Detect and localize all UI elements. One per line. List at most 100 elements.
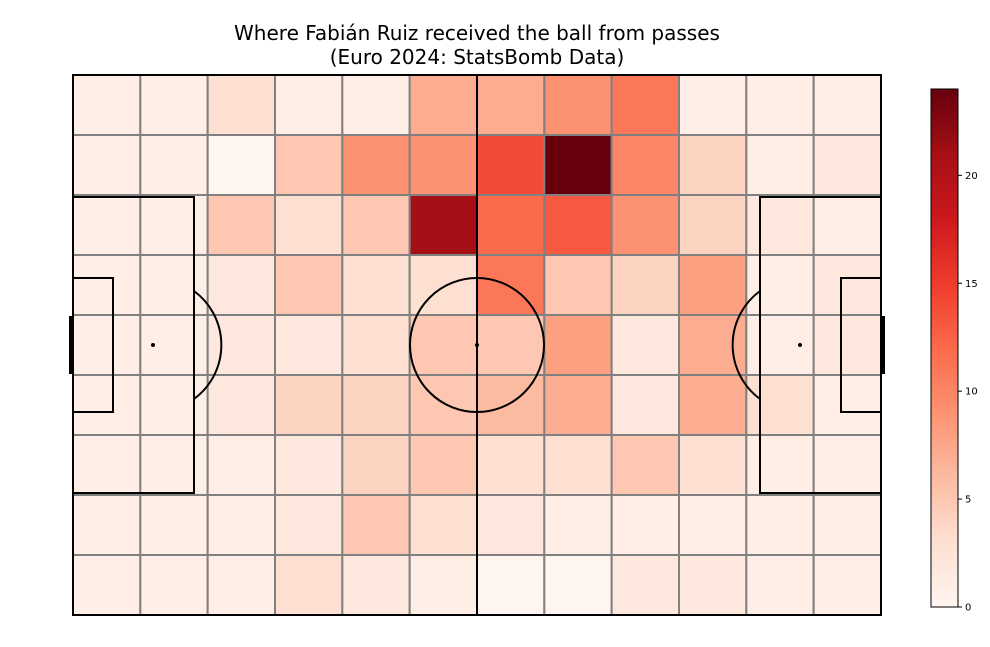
heatmap-cell: [678, 374, 748, 436]
left-penalty-spot: [151, 343, 155, 347]
heatmap-cell: [543, 254, 613, 316]
heatmap-cell: [408, 434, 478, 496]
heatmap-cell: [274, 494, 344, 556]
heatmap-cell: [274, 374, 344, 436]
left-penalty-arc: [193, 290, 223, 400]
heatmap-cell: [812, 194, 883, 256]
heatmap-cell: [274, 434, 344, 496]
heatmap-cell: [139, 254, 209, 316]
heatmap-cells: [72, 74, 883, 616]
heatmap-cell: [408, 314, 478, 376]
heatmap-cell: [139, 74, 209, 136]
heatmap-cell: [206, 74, 277, 136]
heatmap-cell: [274, 194, 344, 256]
colorbar-tick-label: 20: [965, 171, 978, 182]
heatmap-cell: [72, 254, 142, 316]
heatmap-cell: [206, 194, 277, 256]
heatmap-cell: [678, 434, 748, 496]
heatmap-cell: [543, 374, 613, 436]
center-circle: [409, 277, 545, 413]
heatmap-cell: [139, 314, 209, 376]
heatmap-cell: [610, 134, 681, 196]
heatmap-cell: [543, 194, 613, 256]
center-spot: [475, 343, 479, 347]
heatmap-cell: [274, 134, 344, 196]
heatmap-cell: [543, 314, 613, 376]
heatmap-cell: [610, 494, 681, 556]
heatmap-cell: [72, 314, 142, 376]
heatmap-cell: [745, 74, 815, 136]
heatmap-cell: [678, 134, 748, 196]
colorbar: [930, 88, 959, 608]
heatmap-cell: [274, 254, 344, 316]
heatmap-cell: [206, 374, 277, 436]
heatmap-cell: [408, 74, 478, 136]
heatmap-cell: [476, 554, 546, 616]
heatmap-cell: [139, 134, 209, 196]
heatmap-cell: [341, 194, 411, 256]
heatmap-cell: [543, 434, 613, 496]
heatmap-cell: [745, 554, 815, 616]
heatmap-cell: [139, 554, 209, 616]
heatmap-cell: [139, 494, 209, 556]
heatmap-cell: [812, 494, 883, 556]
colorbar-tick-label: 10: [965, 387, 978, 398]
heatmap-cell: [72, 434, 142, 496]
heatmap-cell: [610, 554, 681, 616]
heatmap-cell: [408, 494, 478, 556]
heatmap-cell: [408, 374, 478, 436]
heatmap-cell: [408, 254, 478, 316]
pitch-markings: [69, 74, 885, 616]
heatmap-cell: [476, 434, 546, 496]
heatmap-cell: [341, 554, 411, 616]
heatmap-cell: [610, 434, 681, 496]
heatmap-cell: [72, 134, 142, 196]
heatmap-cell: [745, 134, 815, 196]
heatmap-cell: [206, 254, 277, 316]
heatmap-cell: [341, 134, 411, 196]
heatmap-cell: [610, 74, 681, 136]
heatmap-cell: [274, 554, 344, 616]
heatmap-cell: [476, 374, 546, 436]
heatmap-cell: [476, 494, 546, 556]
heatmap-cell: [408, 194, 478, 256]
heatmap-cell: [543, 554, 613, 616]
heatmap-cell: [678, 254, 748, 316]
heatmap-cell: [139, 194, 209, 256]
heatmap-cell: [206, 134, 277, 196]
heatmap-cell: [72, 74, 142, 136]
heatmap-cell: [206, 494, 277, 556]
heatmap-cell: [812, 554, 883, 616]
heatmap-cell: [206, 434, 277, 496]
right-penalty-arc: [731, 290, 761, 400]
heatmap-cell: [745, 374, 815, 436]
heatmap-cell: [274, 314, 344, 376]
heatmap-cell: [745, 434, 815, 496]
heatmap-cell: [341, 254, 411, 316]
heatmap-cell: [812, 434, 883, 496]
heatmap-cell: [745, 254, 815, 316]
heatmap-cell: [678, 494, 748, 556]
heatmap-cell: [341, 374, 411, 436]
heatmap-cell: [274, 74, 344, 136]
right-penalty-spot: [798, 343, 802, 347]
heatmap-cell: [341, 314, 411, 376]
heatmap-cell: [476, 134, 546, 196]
heatmap-cell: [139, 374, 209, 436]
heatmap-cell: [745, 194, 815, 256]
chart-title-line-1: Where Fabián Ruiz received the ball from…: [234, 21, 720, 45]
heatmap-cell: [341, 494, 411, 556]
heatmap-cell: [72, 554, 142, 616]
colorbar-tick-label: 15: [965, 279, 978, 290]
heatmap-cell: [543, 74, 613, 136]
heatmap-cell: [678, 194, 748, 256]
heatmap-cell: [678, 554, 748, 616]
heatmap-cell: [476, 254, 546, 316]
heatmap-cell: [812, 314, 883, 376]
heatmap-cell: [139, 434, 209, 496]
heatmap-cell: [341, 434, 411, 496]
heatmap-cell: [408, 554, 478, 616]
heatmap-cell: [476, 314, 546, 376]
heatmap-cell: [72, 494, 142, 556]
